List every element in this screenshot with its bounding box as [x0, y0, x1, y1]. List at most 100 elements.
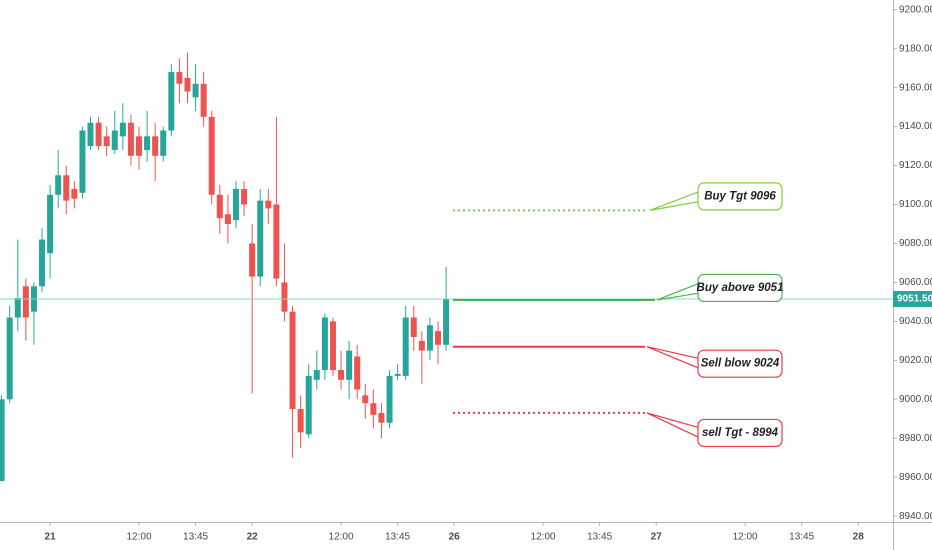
callout-mask [699, 283, 702, 292]
candle-body [435, 331, 442, 345]
x-tick-label: 13:45 [385, 532, 410, 543]
candle-body [192, 83, 199, 98]
candle-body [354, 356, 361, 390]
callout-box [697, 273, 783, 303]
candle-body [249, 243, 256, 277]
candle-body [305, 375, 312, 435]
y-tick-label: 9020.00 [899, 355, 932, 366]
candle-body [313, 370, 320, 380]
candle-body [362, 395, 369, 404]
x-tick-label: 13:45 [789, 532, 814, 543]
candle-body [418, 340, 425, 351]
candle-body [394, 373, 401, 376]
y-tick-label: 9140.00 [899, 121, 932, 132]
x-tick-label: 12:00 [126, 532, 151, 543]
candle-body [55, 175, 62, 195]
candle-body [152, 136, 159, 156]
candle-body [208, 116, 215, 195]
x-tick-label: 12:00 [531, 532, 556, 543]
candle-body [241, 188, 248, 205]
y-tick-label: 8980.00 [899, 433, 932, 444]
candle-body [216, 194, 223, 219]
candle-body [338, 370, 345, 380]
candle-body [14, 298, 21, 318]
candle-body [95, 122, 102, 147]
candle-body [200, 83, 207, 117]
callout-text: Buy above 9051 [697, 282, 784, 294]
y-tick-label: 9200.00 [899, 4, 932, 15]
y-tick-label: 9100.00 [899, 199, 932, 210]
x-tick-label: 27 [651, 532, 663, 543]
x-tick-label: 13:45 [587, 532, 612, 543]
callout-box [697, 182, 783, 211]
candle-body [321, 317, 328, 371]
y-tick-label: 9040.00 [899, 316, 932, 327]
callout-text: sell Tgt - 8994 [702, 427, 779, 439]
candle-body [71, 188, 78, 199]
candle-body [281, 282, 288, 312]
candle-body [370, 403, 377, 415]
callout-pointer [646, 346, 701, 370]
candle-body [22, 286, 29, 318]
y-tick-label: 8960.00 [899, 472, 932, 483]
candle-body [111, 130, 118, 150]
x-tick-label: 22 [247, 532, 259, 543]
candle-body [410, 317, 417, 337]
candle-body [87, 122, 94, 147]
candle-body [39, 239, 46, 287]
candle-body [224, 214, 231, 224]
candle-body [386, 375, 393, 423]
y-tick-label: 9180.00 [899, 43, 932, 54]
candle-body [443, 298, 450, 345]
candle-body [136, 136, 143, 156]
y-tick-label: 9160.00 [899, 82, 932, 93]
candle-body [289, 311, 296, 410]
candle-body [160, 130, 167, 156]
candle-body [63, 175, 70, 201]
callout-text: Sell blow 9024 [701, 358, 780, 370]
candle-body [6, 317, 13, 400]
candle-body [265, 200, 272, 209]
last-price-label: 9051.50 [897, 294, 932, 305]
callout-box [697, 418, 783, 448]
x-tick-label: 21 [45, 532, 57, 543]
x-tick-label: 12:00 [329, 532, 354, 543]
candle-body [168, 72, 175, 131]
callout-pointer [656, 282, 701, 301]
candle-body [232, 188, 239, 221]
candle-body [176, 72, 183, 84]
candle-body [0, 399, 5, 482]
candle-body [47, 194, 54, 254]
y-tick-label: 9060.00 [899, 277, 932, 288]
candle-body [144, 136, 151, 150]
candle-body [329, 321, 336, 371]
candle-body [297, 409, 304, 433]
candle-body [346, 350, 353, 380]
x-tick-label: 12:00 [733, 532, 758, 543]
y-tick-label: 9120.00 [899, 160, 932, 171]
candle-body [119, 122, 126, 137]
candle-body [378, 412, 385, 423]
last-price-box [893, 290, 932, 307]
candle-body [273, 204, 280, 279]
candle-body [426, 325, 433, 351]
x-tick-label: 26 [449, 532, 461, 543]
candle-body [103, 136, 110, 147]
y-tick-label: 9080.00 [899, 238, 932, 249]
candle-body [79, 130, 86, 193]
y-tick-label: 9000.00 [899, 394, 932, 405]
callout-text: Buy Tgt 9096 [704, 190, 776, 202]
candle-body [257, 200, 264, 277]
x-tick-label: 28 [853, 532, 865, 543]
candle-body [402, 317, 409, 376]
candle-body [127, 122, 134, 156]
callout-mask [699, 359, 702, 368]
callout-box [697, 349, 783, 378]
x-tick-label: 13:45 [183, 532, 208, 543]
candle-body [184, 77, 191, 92]
callout-mask [699, 428, 702, 437]
y-tick-label: 8940.00 [899, 511, 932, 522]
callout-mask [699, 192, 702, 201]
